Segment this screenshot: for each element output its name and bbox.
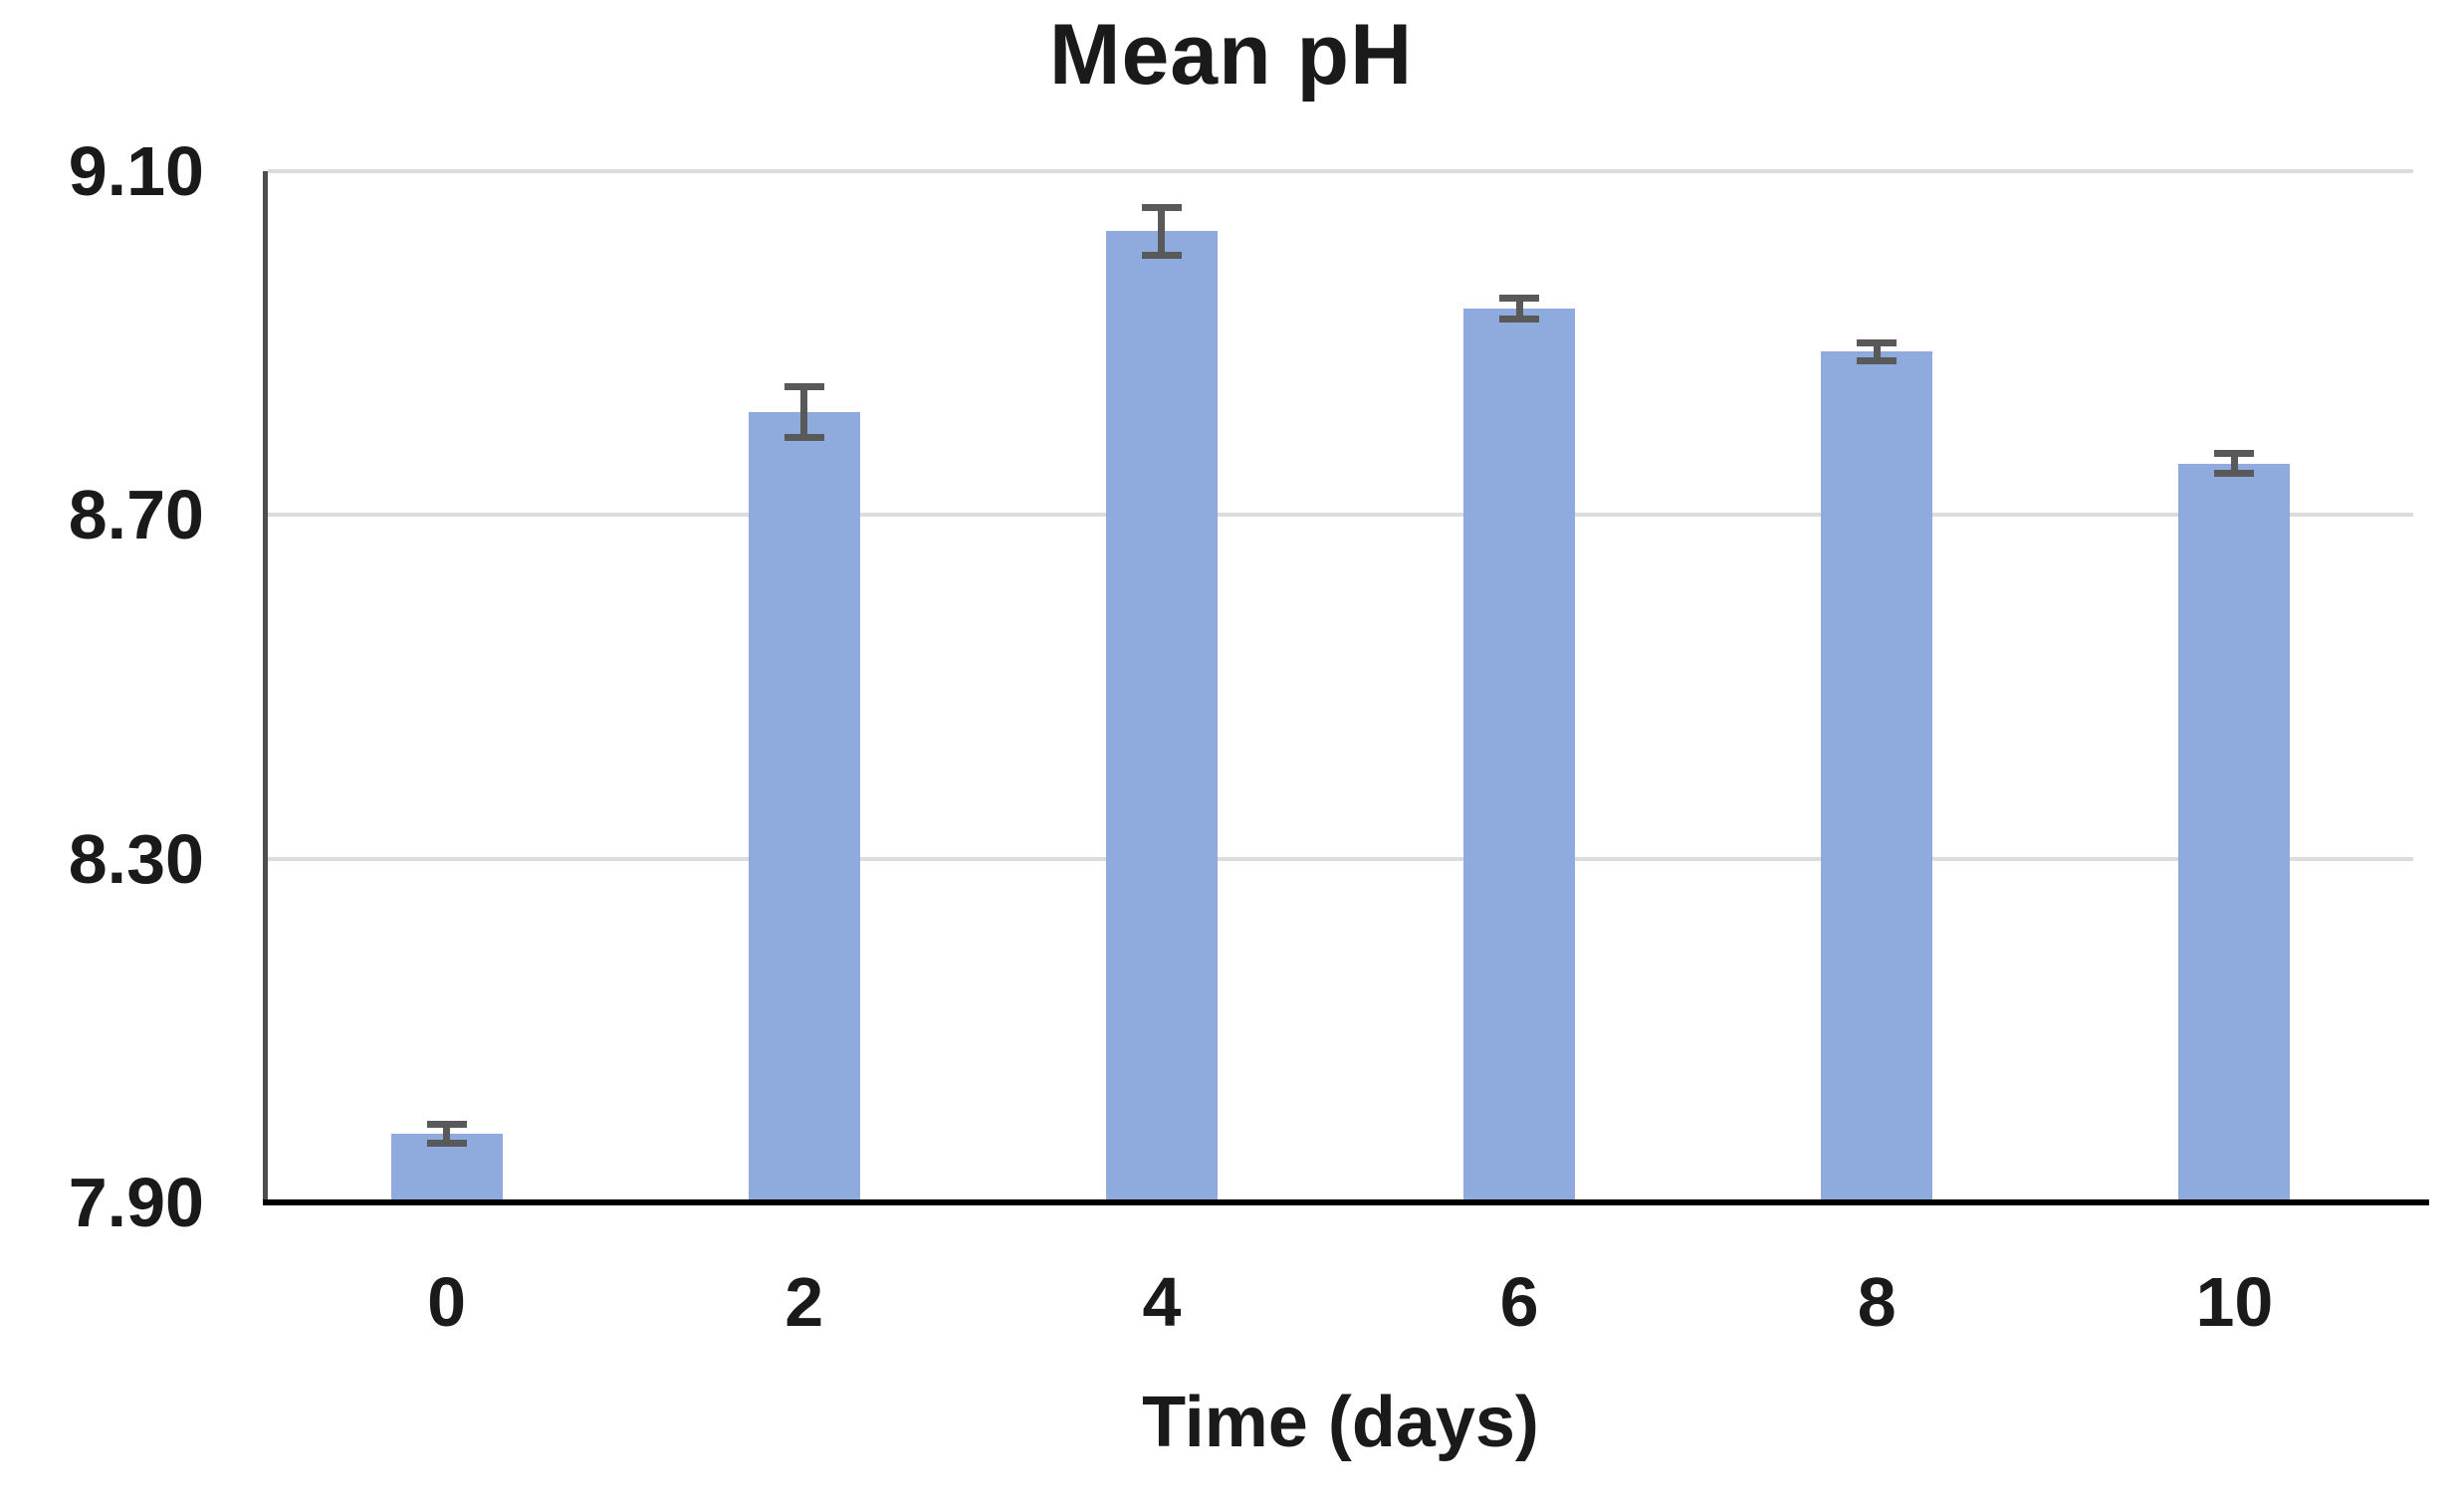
x-tick-label: 8 — [1857, 1263, 1897, 1341]
bar — [748, 411, 860, 1202]
y-tick-label: 8.70 — [68, 476, 204, 554]
error-bar-cap — [783, 433, 824, 441]
y-tick-label: 9.10 — [68, 132, 204, 210]
error-bar-cap — [426, 1120, 467, 1128]
error-bar-cap — [1857, 338, 1898, 346]
bar — [1463, 309, 1576, 1202]
chart-title: Mean pH — [1048, 7, 1414, 103]
error-bar-cap — [1857, 356, 1898, 364]
x-tick-label: 4 — [1142, 1263, 1182, 1341]
x-tick-label: 10 — [2195, 1263, 2274, 1341]
plot-area — [268, 169, 2413, 1202]
error-bar-cap — [1141, 204, 1182, 212]
y-axis-labels: 9.10 8.70 8.30 7.90 — [20, 0, 204, 1512]
x-axis-title: Time (days) — [1142, 1383, 1539, 1462]
gridline — [268, 169, 2413, 173]
x-tick-label: 0 — [427, 1263, 467, 1341]
gridline — [268, 513, 2413, 518]
bar — [1105, 231, 1218, 1202]
y-tick-label: 8.30 — [68, 819, 204, 898]
y-axis-line — [263, 171, 268, 1205]
x-axis-line — [263, 1199, 2429, 1205]
error-bar-cap — [1141, 251, 1182, 259]
error-bar-whisker — [1515, 297, 1523, 321]
error-bar-cap — [783, 382, 824, 390]
error-bar-cap — [426, 1140, 467, 1148]
error-bar-cap — [1499, 316, 1540, 324]
y-tick-label: 7.90 — [68, 1164, 204, 1241]
error-bar-cap — [2214, 469, 2255, 477]
error-bar-cap — [2214, 450, 2255, 458]
error-bar-whisker — [1158, 207, 1166, 256]
x-axis-labels: 0 2 4 6 8 10 — [268, 1262, 2413, 1352]
error-bar-cap — [1499, 294, 1540, 302]
error-bar-whisker — [2230, 453, 2238, 474]
bar — [1821, 351, 1933, 1202]
error-bar-whisker — [1873, 341, 1881, 361]
bar — [2178, 463, 2291, 1202]
error-bar-whisker — [443, 1123, 451, 1145]
x-tick-label: 6 — [1499, 1263, 1539, 1341]
gridline — [268, 856, 2413, 861]
x-tick-label: 2 — [784, 1263, 824, 1341]
error-bar-whisker — [800, 385, 808, 438]
